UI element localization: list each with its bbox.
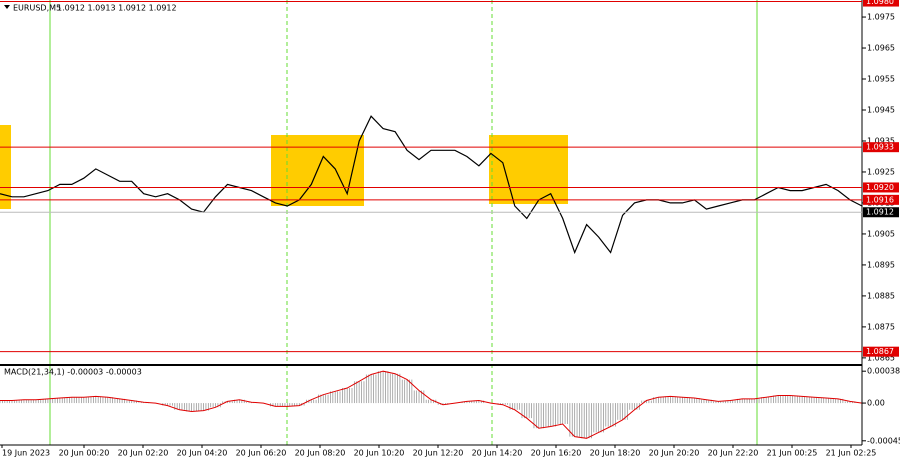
y-tick-label: 1.0935 bbox=[867, 136, 895, 145]
level-label: 1.0920 bbox=[866, 183, 894, 192]
macd-title: MACD(21,34,1) -0.00003 -0.00003 bbox=[4, 368, 142, 377]
highlight-zone bbox=[0, 125, 11, 209]
level-label: 1.0912 bbox=[866, 208, 894, 217]
x-tick-label: 20 Jun 20:20 bbox=[649, 449, 700, 458]
x-tick-label: 20 Jun 04:20 bbox=[177, 449, 228, 458]
y-tick-label: 1.0975 bbox=[867, 13, 895, 22]
x-tick-label: 20 Jun 00:20 bbox=[59, 449, 110, 458]
x-tick-label: 19 Jun 2023 bbox=[2, 449, 50, 458]
menu-arrow bbox=[4, 5, 10, 9]
y-tick-label: 1.0885 bbox=[867, 291, 895, 300]
level-badge bbox=[863, 346, 899, 357]
x-tick-label: 20 Jun 22:20 bbox=[708, 449, 759, 458]
x-tick-label: 20 Jun 10:20 bbox=[354, 449, 405, 458]
y-tick-label: 1.0925 bbox=[867, 167, 895, 176]
x-tick-label: 20 Jun 06:20 bbox=[236, 449, 287, 458]
x-tick-label: 20 Jun 08:20 bbox=[295, 449, 346, 458]
level-label: 1.0980 bbox=[866, 0, 894, 6]
y-tick-label: 1.0905 bbox=[867, 229, 895, 238]
price-header: 1.0912 1.0913 1.0912 1.0912 bbox=[57, 4, 177, 13]
y-tick-label: 1.0955 bbox=[867, 75, 895, 84]
y-tick-label: 1.0875 bbox=[867, 322, 895, 331]
level-badge bbox=[863, 194, 899, 205]
level-badge bbox=[863, 207, 899, 218]
x-tick-label: 20 Jun 12:20 bbox=[413, 449, 464, 458]
plot-layer bbox=[0, 115, 863, 439]
x-tick-label: 20 Jun 02:20 bbox=[118, 449, 169, 458]
y-tick-label: 1.0865 bbox=[867, 353, 895, 362]
y-tick-label: -0.00045 bbox=[867, 436, 900, 445]
y-tick-label: 1.0895 bbox=[867, 260, 895, 269]
x-tick-label: 21 Jun 02:25 bbox=[826, 449, 877, 458]
signal-line bbox=[0, 370, 863, 439]
level-badge bbox=[863, 142, 899, 153]
x-tick-label: 20 Jun 18:20 bbox=[590, 449, 641, 458]
level-label: 1.0916 bbox=[866, 195, 894, 204]
level-label: 1.0867 bbox=[866, 347, 894, 356]
level-label: 1.0933 bbox=[866, 143, 894, 152]
y-tick-label: 0.00038 bbox=[867, 367, 900, 376]
y-tick-label: 1.0945 bbox=[867, 105, 895, 114]
y-tick-label: 0.00 bbox=[867, 399, 885, 408]
x-tick-label: 21 Jun 00:25 bbox=[767, 449, 818, 458]
level-badge bbox=[863, 0, 899, 7]
symbol-title: EURUSD,M5 bbox=[13, 4, 61, 13]
highlight-zone bbox=[489, 135, 568, 204]
price-line bbox=[0, 115, 863, 255]
x-tick-label: 20 Jun 14:20 bbox=[472, 449, 523, 458]
y-tick-label: 1.0965 bbox=[867, 44, 895, 53]
x-tick-label: 20 Jun 16:20 bbox=[531, 449, 582, 458]
level-badge bbox=[863, 182, 899, 193]
